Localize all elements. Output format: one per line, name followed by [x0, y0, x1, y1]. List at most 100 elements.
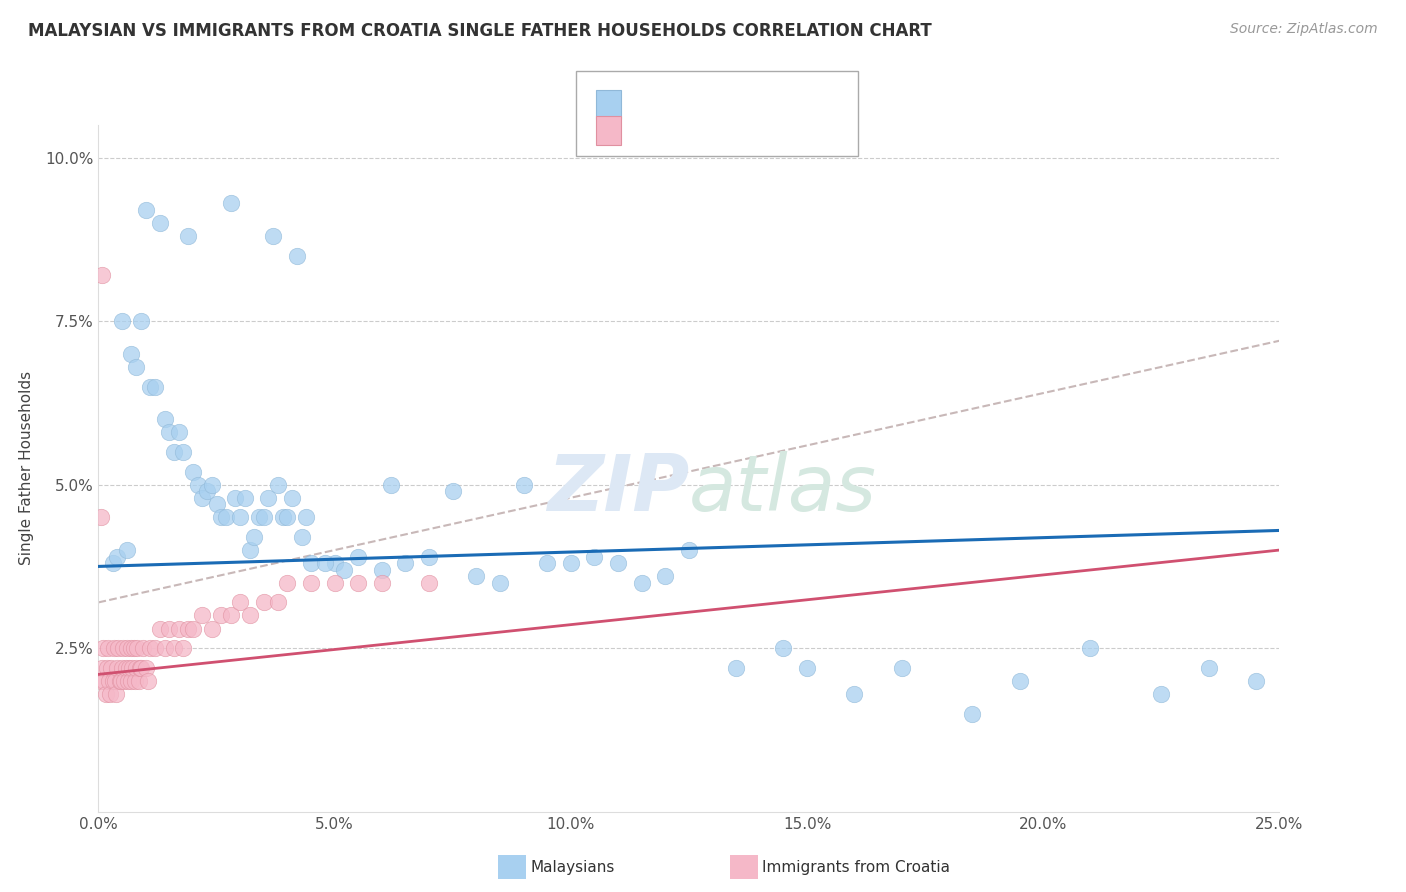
- Point: [323, 575, 346, 590]
- Point: [121, 673, 143, 688]
- Text: ZIP: ZIP: [547, 450, 689, 527]
- Point: [772, 641, 794, 656]
- Point: [239, 608, 262, 623]
- Point: [299, 575, 322, 590]
- Point: [97, 673, 120, 688]
- Point: [267, 477, 290, 491]
- Point: [101, 673, 124, 688]
- Point: [394, 556, 416, 570]
- Point: [111, 641, 134, 656]
- Point: [98, 687, 121, 701]
- Text: 64: 64: [747, 121, 769, 139]
- Point: [94, 687, 117, 701]
- Point: [104, 673, 127, 688]
- Point: [108, 673, 131, 688]
- Point: [441, 484, 464, 499]
- Point: [201, 477, 224, 491]
- Point: [167, 425, 190, 440]
- Point: [128, 673, 150, 688]
- Point: [139, 379, 162, 393]
- Point: [380, 477, 402, 491]
- Point: [129, 661, 152, 675]
- Point: [125, 661, 148, 675]
- Point: [1008, 673, 1031, 688]
- Point: [195, 484, 218, 499]
- Point: [247, 510, 270, 524]
- Point: [253, 595, 276, 609]
- Point: [962, 706, 984, 721]
- Point: [153, 412, 176, 426]
- Point: [418, 575, 440, 590]
- Point: [371, 563, 394, 577]
- Point: [276, 575, 298, 590]
- Point: [191, 608, 214, 623]
- Point: [115, 543, 138, 558]
- Point: [219, 608, 242, 623]
- Point: [136, 673, 159, 688]
- Point: [290, 530, 312, 544]
- Point: [257, 491, 280, 505]
- Point: [347, 549, 370, 564]
- Point: [111, 314, 134, 328]
- Point: [90, 673, 112, 688]
- Text: MALAYSIAN VS IMMIGRANTS FROM CROATIA SINGLE FATHER HOUSEHOLDS CORRELATION CHART: MALAYSIAN VS IMMIGRANTS FROM CROATIA SIN…: [28, 22, 932, 40]
- Point: [489, 575, 512, 590]
- Point: [243, 530, 266, 544]
- Point: [91, 268, 114, 283]
- Point: [125, 359, 148, 374]
- Text: N =: N =: [716, 95, 752, 113]
- Point: [725, 661, 748, 675]
- Point: [117, 673, 139, 688]
- Point: [253, 510, 276, 524]
- Point: [299, 556, 322, 570]
- Point: [121, 347, 143, 361]
- Point: [120, 641, 142, 656]
- Point: [90, 510, 112, 524]
- Point: [96, 661, 118, 675]
- Point: [295, 510, 318, 524]
- Point: [285, 249, 308, 263]
- Text: atlas: atlas: [689, 450, 877, 527]
- Point: [209, 608, 232, 623]
- Point: [101, 556, 124, 570]
- Point: [536, 556, 558, 570]
- Point: [167, 622, 190, 636]
- Point: [97, 641, 120, 656]
- Point: [224, 491, 246, 505]
- Point: [281, 491, 304, 505]
- Point: [93, 673, 115, 688]
- Point: [267, 595, 290, 609]
- Point: [127, 641, 149, 656]
- Point: [115, 641, 138, 656]
- Text: Malaysians: Malaysians: [530, 860, 614, 874]
- Point: [654, 569, 676, 583]
- Point: [91, 641, 114, 656]
- Point: [1244, 673, 1267, 688]
- Point: [172, 445, 194, 459]
- Point: [271, 510, 294, 524]
- Point: [135, 661, 157, 675]
- Point: [107, 641, 129, 656]
- Point: [111, 661, 134, 675]
- Point: [314, 556, 336, 570]
- Point: [139, 641, 162, 656]
- Point: [205, 497, 228, 511]
- Point: [118, 661, 141, 675]
- Point: [172, 641, 194, 656]
- Point: [371, 575, 394, 590]
- Point: [201, 622, 224, 636]
- Point: [233, 491, 256, 505]
- Point: [418, 549, 440, 564]
- Text: Source: ZipAtlas.com: Source: ZipAtlas.com: [1230, 22, 1378, 37]
- Text: Immigrants from Croatia: Immigrants from Croatia: [762, 860, 950, 874]
- Text: 73: 73: [747, 95, 770, 113]
- Point: [239, 543, 262, 558]
- Point: [191, 491, 214, 505]
- Point: [262, 229, 284, 244]
- Point: [177, 622, 200, 636]
- Point: [219, 196, 242, 211]
- Y-axis label: Single Father Households: Single Father Households: [20, 371, 34, 566]
- Point: [465, 569, 488, 583]
- Point: [844, 687, 866, 701]
- Point: [129, 314, 152, 328]
